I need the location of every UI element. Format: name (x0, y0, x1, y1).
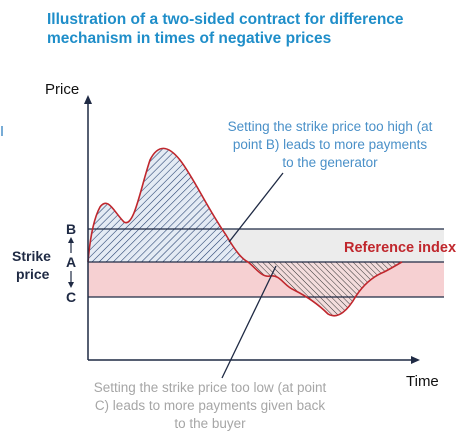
strike-price-label-line-2: price (16, 266, 50, 282)
x-axis-label: Time (406, 373, 439, 390)
annotation-high-line-2: point B) leads to more payments (233, 137, 428, 152)
payments-to-buyer-area (248, 262, 402, 316)
level-c-label: C (66, 289, 76, 305)
reference-index-curve (87, 147, 403, 317)
arrow-down-icon (68, 271, 74, 288)
diagram-title: Illustration of a two-sided contract for… (47, 10, 467, 48)
payments-to-generator-area (88, 148, 248, 262)
arrow-up-icon (68, 237, 74, 253)
title-line-1: Illustration of a two-sided contract for… (47, 11, 404, 28)
annotation-low-line-2: C) leads to more payments given back (95, 398, 326, 413)
title-line-2: mechanism in times of negative prices (47, 30, 332, 47)
y-axis-label: Price (45, 81, 79, 98)
annotation-low-line-1: Setting the strike price too low (at poi… (94, 380, 327, 395)
annotation-high-line-3: to the generator (282, 155, 378, 170)
level-a-label: A (66, 254, 76, 270)
y-axis-arrow (84, 95, 92, 104)
strike-price-label-line-1: Strike (12, 248, 51, 264)
pointer-to-buyer-area (221, 265, 277, 379)
x-axis-arrow (411, 356, 420, 364)
reference-index-label: Reference index (344, 240, 456, 256)
annotation-high-line-1: Setting the strike price too high (at (228, 119, 433, 134)
level-b-label: B (66, 221, 76, 237)
pointer-to-generator-area (228, 172, 284, 243)
annotation-low-line-3: to the buyer (174, 416, 246, 431)
